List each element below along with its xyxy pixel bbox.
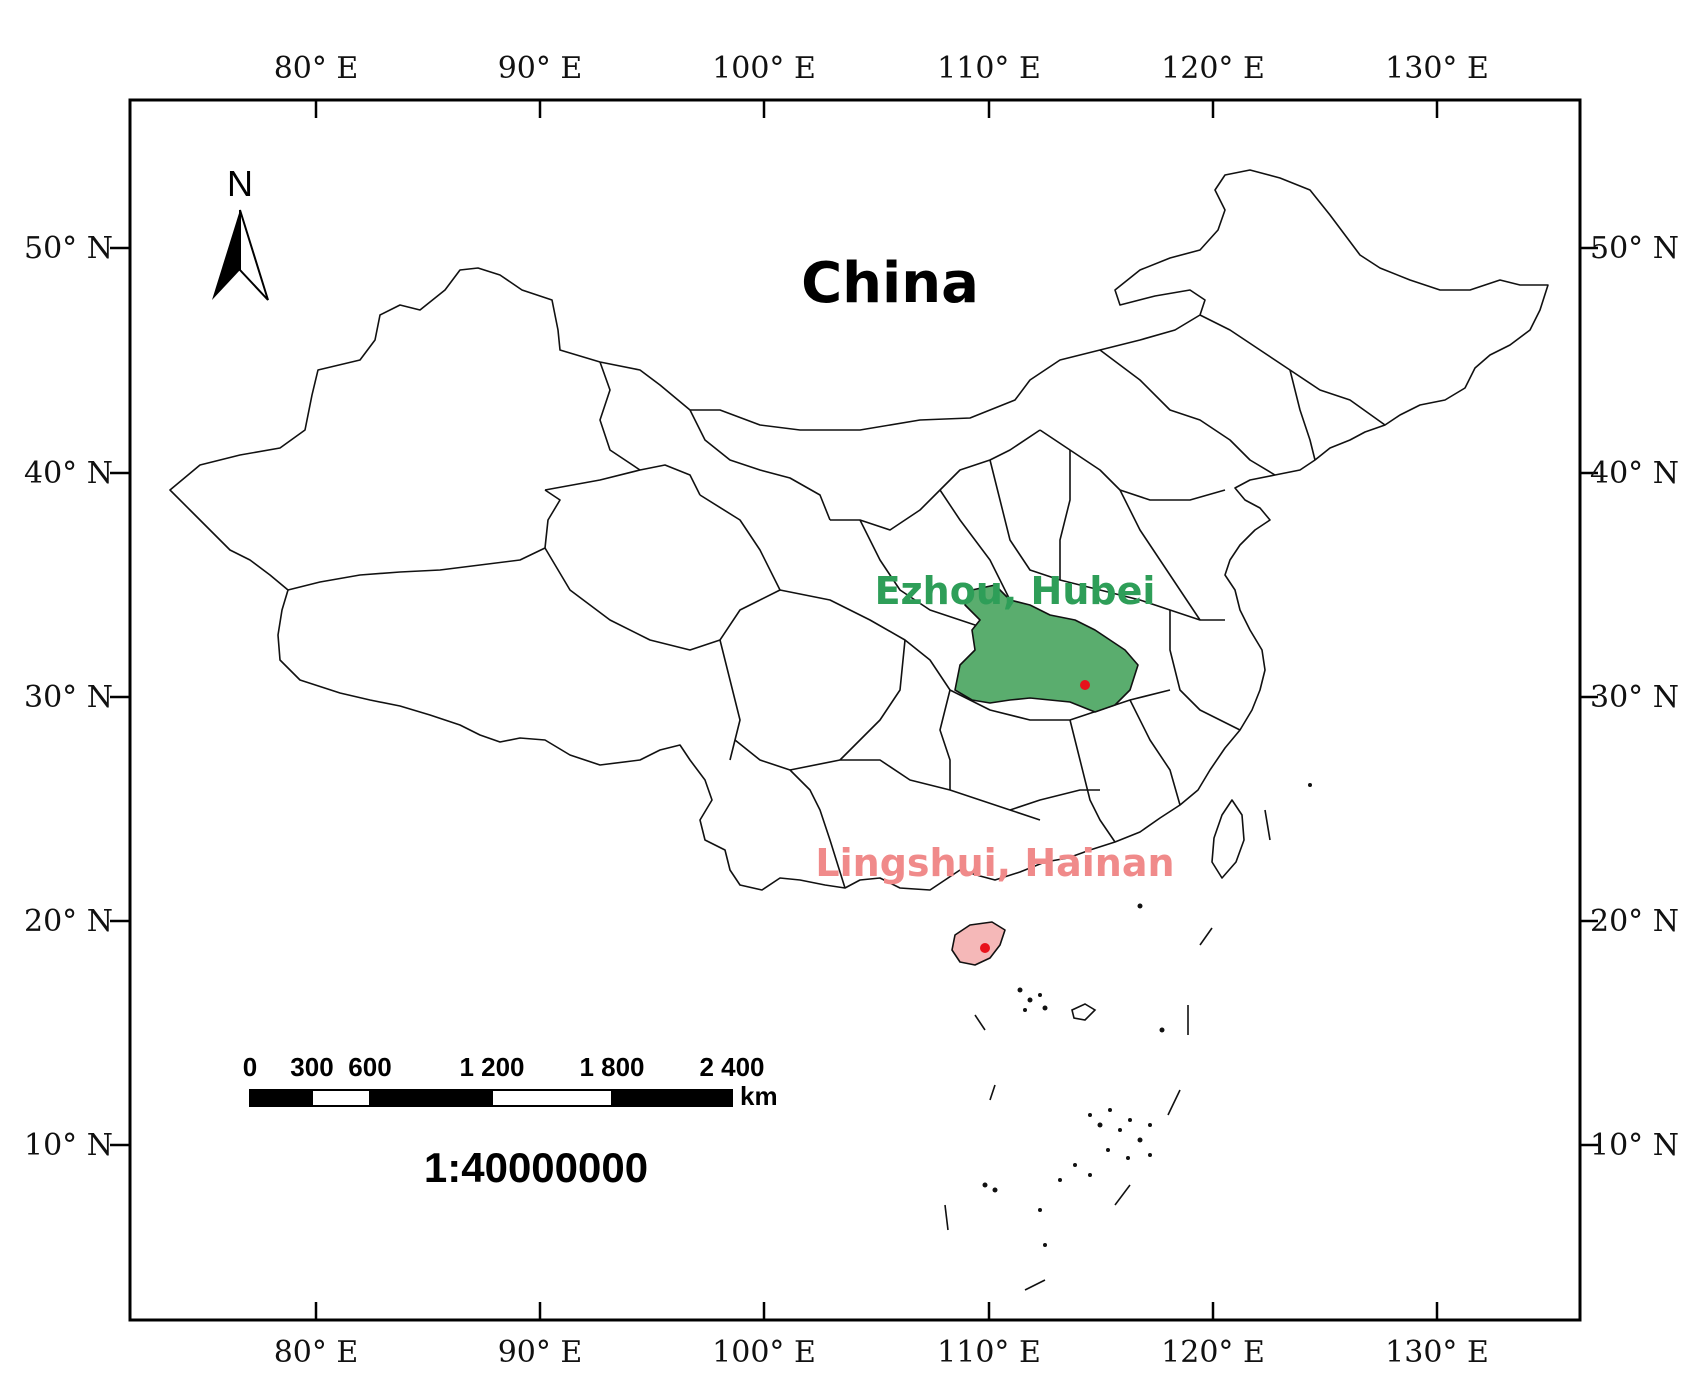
lon-label-top: 100° E bbox=[712, 51, 816, 86]
lon-label-bottom: 130° E bbox=[1385, 1335, 1489, 1370]
lon-label-top: 120° E bbox=[1161, 51, 1265, 86]
hubei-region bbox=[954, 584, 1139, 713]
north-arrow-icon: N bbox=[212, 163, 269, 301]
lon-label-top: 130° E bbox=[1385, 51, 1489, 86]
site-label-ezhou: Ezhou, Hubei bbox=[875, 569, 1156, 613]
map-frame bbox=[128, 98, 1582, 1322]
lon-label-bottom: 90° E bbox=[498, 1335, 583, 1370]
scale-label: 2 400 bbox=[699, 1052, 764, 1082]
lat-label-right: 30° N bbox=[1590, 680, 1679, 715]
lat-label-right: 40° N bbox=[1590, 456, 1679, 491]
south-china-sea-islands bbox=[982, 783, 1312, 1247]
lat-label-left: 40° N bbox=[24, 456, 113, 491]
province-boundaries bbox=[287, 314, 1386, 889]
left-lat-ticks bbox=[110, 246, 130, 1147]
hainan-region bbox=[951, 921, 1006, 966]
scale-label: 600 bbox=[348, 1052, 391, 1082]
lingshui-marker bbox=[980, 943, 990, 953]
xisha-island bbox=[1071, 1003, 1097, 1021]
scale-bar bbox=[249, 1089, 733, 1107]
scale-unit: km bbox=[740, 1081, 778, 1111]
lon-label-top: 110° E bbox=[937, 51, 1041, 86]
taiwan-island bbox=[1211, 799, 1245, 879]
lon-label-bottom: 110° E bbox=[937, 1335, 1041, 1370]
lat-label-right: 20° N bbox=[1590, 904, 1679, 939]
scale-ratio: 1:40000000 bbox=[424, 1144, 648, 1191]
lat-label-left: 10° N bbox=[24, 1128, 113, 1163]
lon-label-top: 90° E bbox=[498, 51, 583, 86]
scale-label: 300 bbox=[290, 1052, 333, 1082]
north-label: N bbox=[227, 163, 253, 204]
scale-label: 1 200 bbox=[459, 1052, 524, 1082]
scale-label: 0 bbox=[243, 1052, 257, 1082]
lat-label-right: 50° N bbox=[1590, 231, 1679, 266]
lat-label-left: 30° N bbox=[24, 680, 113, 715]
lon-label-bottom: 120° E bbox=[1161, 1335, 1265, 1370]
scale-label: 1 800 bbox=[579, 1052, 644, 1082]
bottom-lon-ticks bbox=[314, 1302, 1439, 1320]
lat-label-left: 50° N bbox=[24, 231, 113, 266]
lat-label-left: 20° N bbox=[24, 904, 113, 939]
top-lon-ticks bbox=[314, 100, 1439, 118]
china-outline bbox=[169, 169, 1549, 891]
lon-label-bottom: 100° E bbox=[712, 1335, 816, 1370]
site-label-lingshui: Lingshui, Hainan bbox=[815, 841, 1174, 885]
ezhou-marker bbox=[1080, 680, 1090, 690]
nine-dash-line bbox=[944, 809, 1271, 1291]
right-lat-ticks bbox=[1580, 246, 1598, 1147]
lon-label-top: 80° E bbox=[274, 51, 359, 86]
lat-label-right: 10° N bbox=[1590, 1128, 1679, 1163]
map-title: China bbox=[801, 251, 979, 316]
lon-label-bottom: 80° E bbox=[274, 1335, 359, 1370]
